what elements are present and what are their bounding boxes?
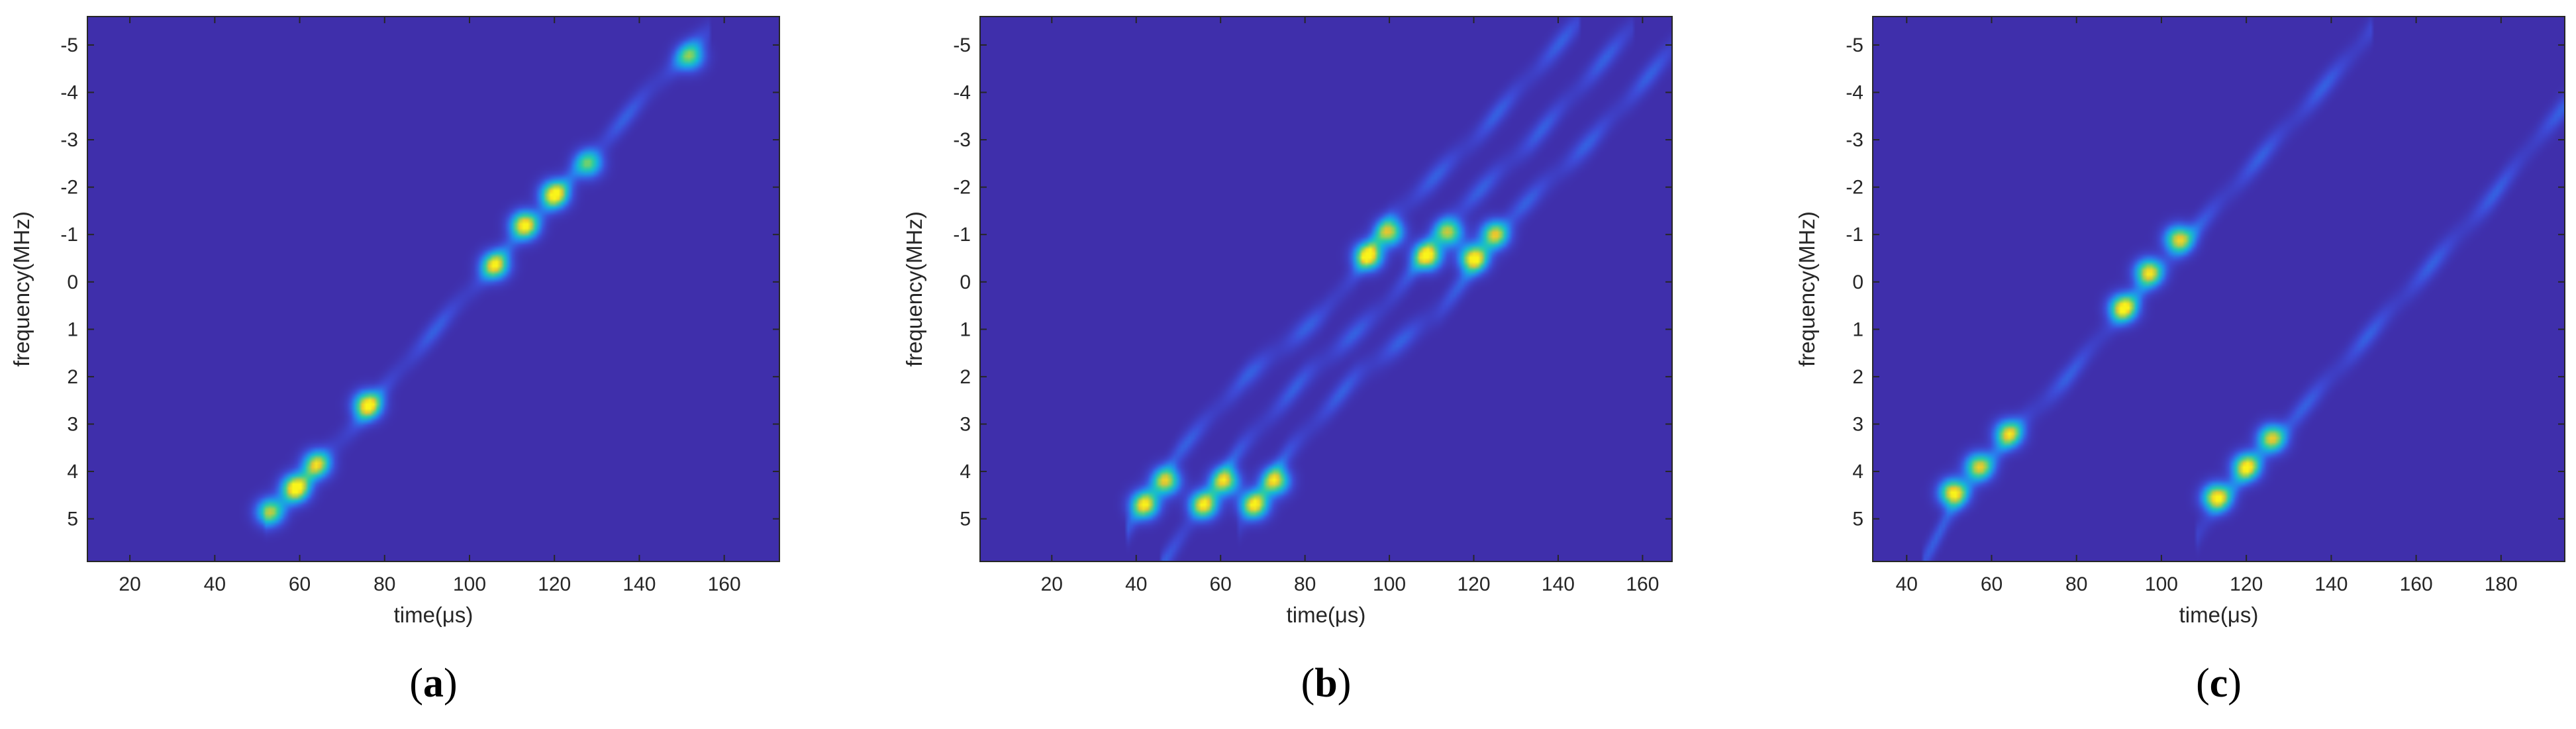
x-tick-label: 140	[1542, 573, 1575, 595]
y-tick-label: -2	[60, 177, 78, 199]
y-tick-label: -1	[953, 224, 971, 246]
chart-panel-c: 40 60 80 100 120 140 160 180 -5 -4 -3 -2 -1 0 1 2 3 4 5 tim…	[1795, 16, 2565, 706]
y-axis-label: frequency(MHz)	[1795, 211, 1819, 367]
axes-box	[87, 16, 780, 562]
x-tick-label: 100	[453, 573, 486, 595]
y-tick-label: -4	[60, 82, 78, 104]
y-tick-label: -2	[1846, 177, 1863, 199]
y-tick-label: 4	[1852, 461, 1863, 483]
x-tick-label: 80	[1294, 573, 1316, 595]
x-tick-label: 180	[2485, 573, 2518, 595]
x-tick-label: 60	[1210, 573, 1232, 595]
x-tick-label: 120	[2230, 573, 2263, 595]
x-tick-label: 80	[373, 573, 395, 595]
x-axis-label: time(μs)	[2179, 603, 2259, 627]
axes-box	[1872, 16, 2565, 562]
heatmap-image	[87, 17, 779, 561]
y-tick-label: 1	[960, 318, 971, 340]
x-tick-label: 40	[1125, 573, 1147, 595]
x-tick-label: 140	[622, 573, 656, 595]
axes-box	[979, 16, 1673, 562]
y-tick-label: -3	[60, 129, 78, 151]
y-tick-label: 0	[67, 271, 78, 293]
chart-panel-b: 20 40 60 80 100 120 140 160 -5 -4 -3 -2 -1 0 1 2 3 4 5 time…	[902, 16, 1673, 706]
panel-label: (a)	[409, 661, 457, 706]
y-tick-label: 0	[1852, 271, 1863, 293]
x-tick-label: 60	[289, 573, 311, 595]
heatmap-image	[980, 17, 1672, 561]
y-tick-label: 1	[1852, 318, 1863, 340]
x-tick-label: 100	[2145, 573, 2178, 595]
y-tick-label: 5	[67, 509, 78, 530]
heatmap-image	[1873, 17, 2565, 561]
y-tick-label: 5	[960, 509, 971, 530]
y-tick-label: -4	[1846, 82, 1863, 104]
y-tick-label: 3	[1852, 413, 1863, 435]
y-tick-label: 2	[67, 366, 78, 388]
y-tick-label: -2	[953, 177, 971, 199]
x-tick-label: 160	[2400, 573, 2433, 595]
x-tick-label: 160	[708, 573, 741, 595]
y-tick-label: 2	[1852, 366, 1863, 388]
y-tick-label: -5	[1846, 34, 1863, 56]
x-tick-label: 140	[2314, 573, 2348, 595]
panel-label: (b)	[1301, 661, 1352, 706]
x-tick-label: 60	[1981, 573, 2003, 595]
y-axis-label: frequency(MHz)	[9, 211, 34, 367]
x-axis-label: time(μs)	[394, 603, 473, 627]
x-tick-label: 160	[1626, 573, 1659, 595]
x-tick-label: 40	[204, 573, 226, 595]
y-axis-label: frequency(MHz)	[902, 211, 926, 367]
y-tick-label: -3	[953, 129, 971, 151]
x-tick-label: 40	[1896, 573, 1918, 595]
y-tick-label: -5	[60, 34, 78, 56]
y-tick-label: -3	[1846, 129, 1863, 151]
chart-panel-a: 20 40 60 80 100 120 140 160 -5 -4 -3 -2 -1 0 1 2 3 4 5 time…	[9, 16, 780, 706]
panel-label: (c)	[2196, 661, 2242, 706]
x-tick-label: 120	[1457, 573, 1490, 595]
x-tick-label: 20	[119, 573, 140, 595]
x-tick-label: 80	[2065, 573, 2087, 595]
y-tick-label: 5	[1852, 509, 1863, 530]
y-tick-label: 4	[67, 461, 78, 483]
y-tick-label: -4	[953, 82, 971, 104]
x-tick-label: 120	[538, 573, 571, 595]
x-tick-label: 100	[1373, 573, 1406, 595]
y-tick-label: -1	[1846, 224, 1863, 246]
y-tick-label: 3	[960, 413, 971, 435]
x-axis-label: time(μs)	[1287, 603, 1366, 627]
y-tick-label: 0	[960, 271, 971, 293]
y-tick-label: 2	[960, 366, 971, 388]
y-tick-label: 1	[67, 318, 78, 340]
y-tick-label: 3	[67, 413, 78, 435]
x-tick-label: 20	[1041, 573, 1063, 595]
y-tick-label: -5	[953, 34, 971, 56]
y-tick-label: 4	[960, 461, 971, 483]
y-tick-label: -1	[60, 224, 78, 246]
